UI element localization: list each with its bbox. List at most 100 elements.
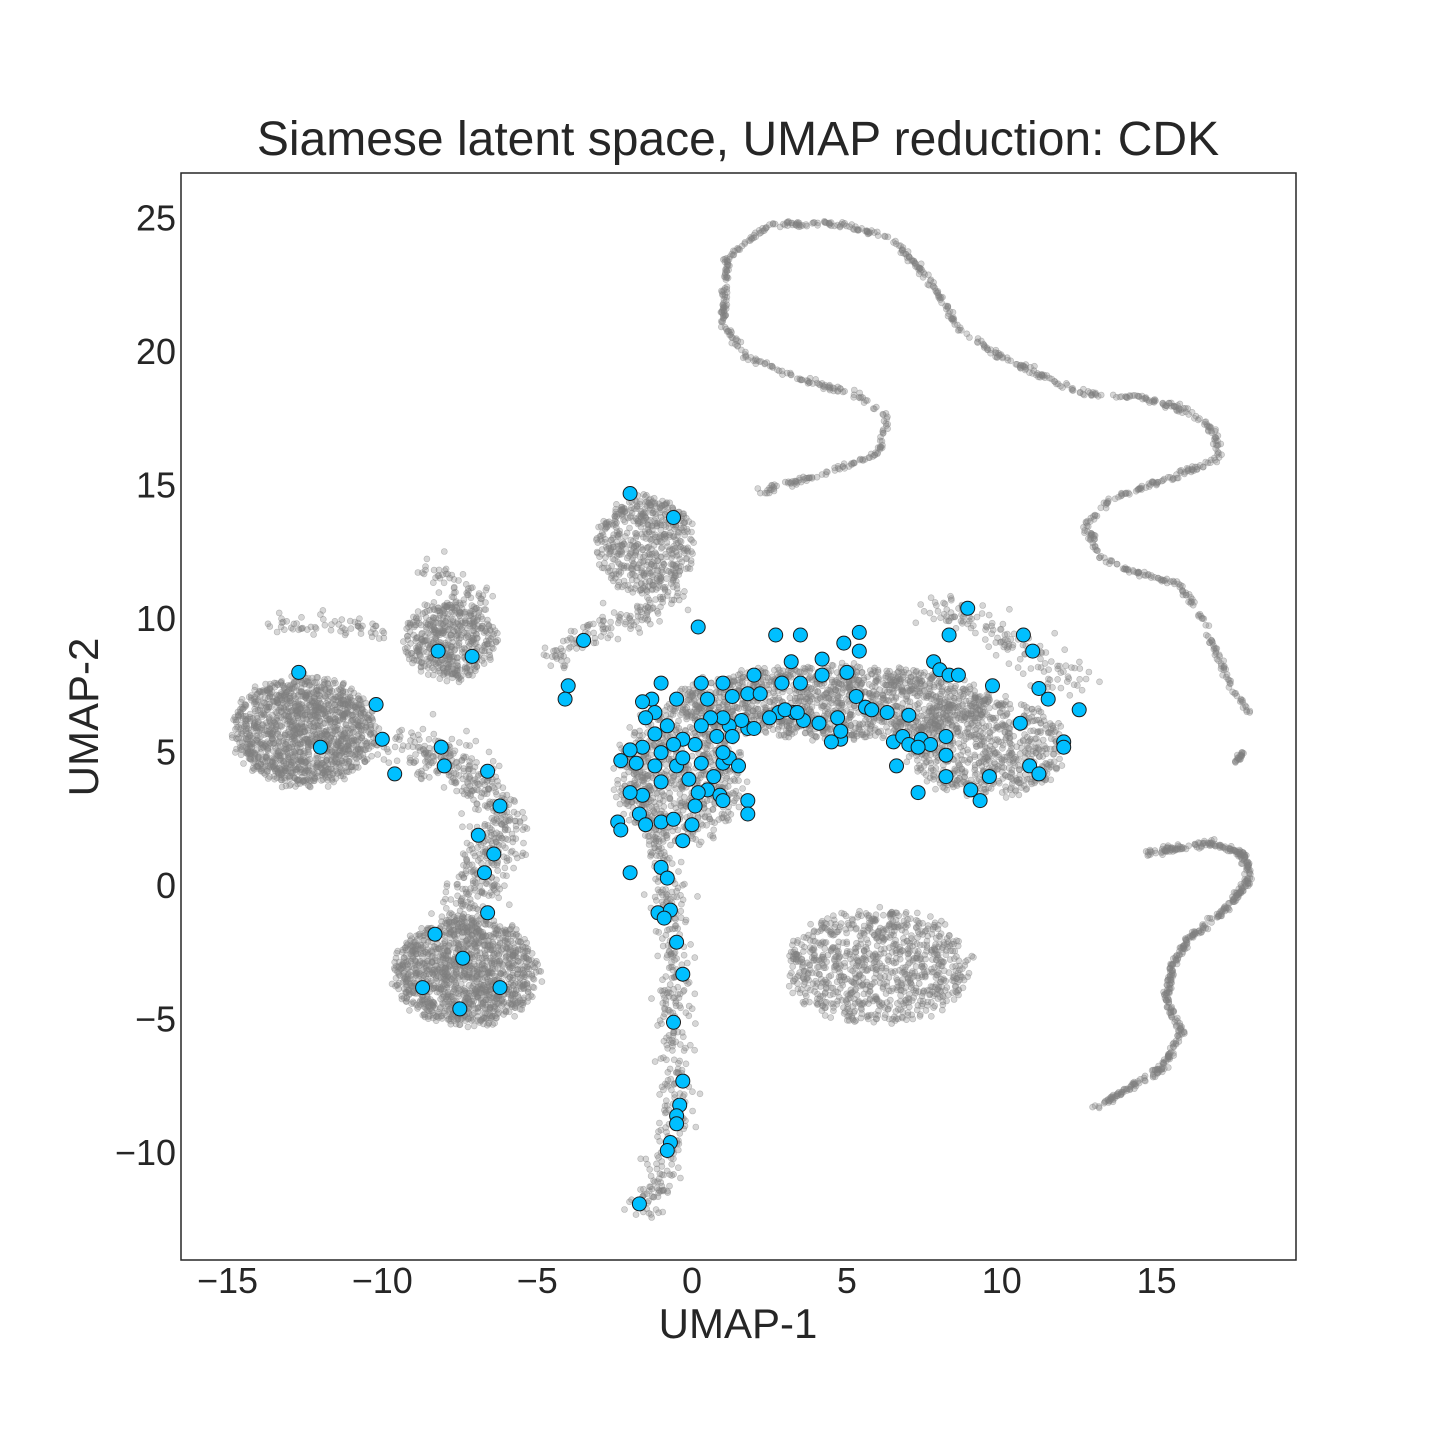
background-point	[864, 965, 872, 973]
background-point	[242, 717, 249, 724]
background-point	[931, 944, 938, 951]
background-point	[285, 725, 293, 733]
background-point	[897, 979, 905, 987]
background-point	[792, 953, 800, 960]
background-point	[518, 1006, 526, 1013]
background-point	[423, 648, 431, 656]
background-point	[853, 954, 860, 962]
background-point	[490, 922, 497, 930]
background-point	[687, 535, 694, 543]
background-point	[816, 971, 823, 978]
background-point	[266, 739, 274, 747]
background-point	[404, 632, 411, 640]
background-point	[923, 944, 931, 951]
background-point	[282, 746, 289, 754]
background-point	[517, 999, 525, 1007]
background-point	[273, 714, 281, 722]
background-point	[446, 601, 454, 609]
background-point	[877, 1002, 884, 1010]
background-point	[444, 610, 452, 618]
background-point	[500, 969, 507, 976]
background-point	[353, 755, 360, 762]
background-point	[844, 1000, 852, 1008]
background-point	[845, 991, 852, 999]
background-point	[304, 742, 312, 750]
background-point	[253, 701, 260, 708]
background-point	[890, 927, 898, 935]
background-point	[480, 660, 488, 667]
background-point	[274, 749, 282, 757]
background-point	[286, 774, 294, 782]
background-point	[800, 981, 808, 988]
background-point	[904, 945, 912, 953]
background-point	[930, 923, 938, 931]
background-point	[333, 758, 341, 766]
background-point	[860, 930, 868, 938]
background-point	[400, 638, 407, 645]
background-point	[843, 938, 851, 946]
background-point	[419, 932, 427, 940]
background-point	[673, 552, 681, 559]
background-point	[484, 616, 491, 624]
background-point	[880, 949, 888, 957]
background-point	[331, 706, 339, 714]
background-point	[920, 987, 928, 995]
background-point	[269, 754, 277, 762]
background-point	[294, 698, 302, 706]
background-point	[530, 984, 538, 992]
background-point	[318, 732, 326, 740]
background-point	[432, 975, 440, 983]
background-point	[915, 988, 922, 996]
background-point	[253, 690, 261, 698]
background-point	[653, 577, 661, 584]
background-point	[423, 602, 431, 609]
background-point	[486, 654, 494, 661]
background-point	[675, 528, 683, 536]
background-point	[806, 998, 813, 1006]
background-point	[494, 964, 501, 972]
background-point	[909, 957, 917, 965]
background-point	[672, 536, 680, 544]
background-point	[447, 1017, 454, 1025]
background-point	[506, 973, 514, 981]
background-point	[889, 985, 897, 992]
background-point	[800, 948, 807, 955]
background-point	[908, 969, 916, 977]
background-point	[511, 1012, 518, 1020]
background-point	[309, 760, 317, 767]
background-point	[278, 770, 285, 778]
background-point	[447, 621, 454, 629]
background-point	[349, 739, 356, 747]
background-point	[287, 758, 295, 766]
background-point	[482, 996, 489, 1004]
background-point	[836, 976, 844, 984]
background-point	[439, 630, 447, 637]
background-point	[446, 934, 454, 942]
background-point	[950, 996, 958, 1003]
background-point	[886, 911, 894, 919]
background-point	[237, 705, 244, 713]
background-point	[640, 557, 648, 565]
background-point	[953, 953, 960, 960]
background-point	[454, 618, 461, 626]
background-point	[916, 1012, 924, 1020]
background-point	[375, 725, 383, 732]
background-point	[424, 671, 432, 678]
background-point	[843, 1016, 851, 1024]
background-point	[245, 725, 252, 733]
background-point	[395, 979, 403, 987]
background-point	[355, 695, 362, 702]
background-point	[318, 765, 326, 773]
background-point	[914, 950, 922, 958]
background-point	[401, 962, 409, 970]
background-point	[799, 962, 807, 969]
background-point	[522, 954, 530, 961]
background-point	[354, 732, 362, 740]
background-point	[487, 977, 495, 985]
background-point	[848, 915, 856, 923]
background-point	[492, 638, 500, 646]
background-point	[445, 637, 452, 645]
background-point	[908, 935, 915, 942]
background-point	[365, 711, 372, 719]
